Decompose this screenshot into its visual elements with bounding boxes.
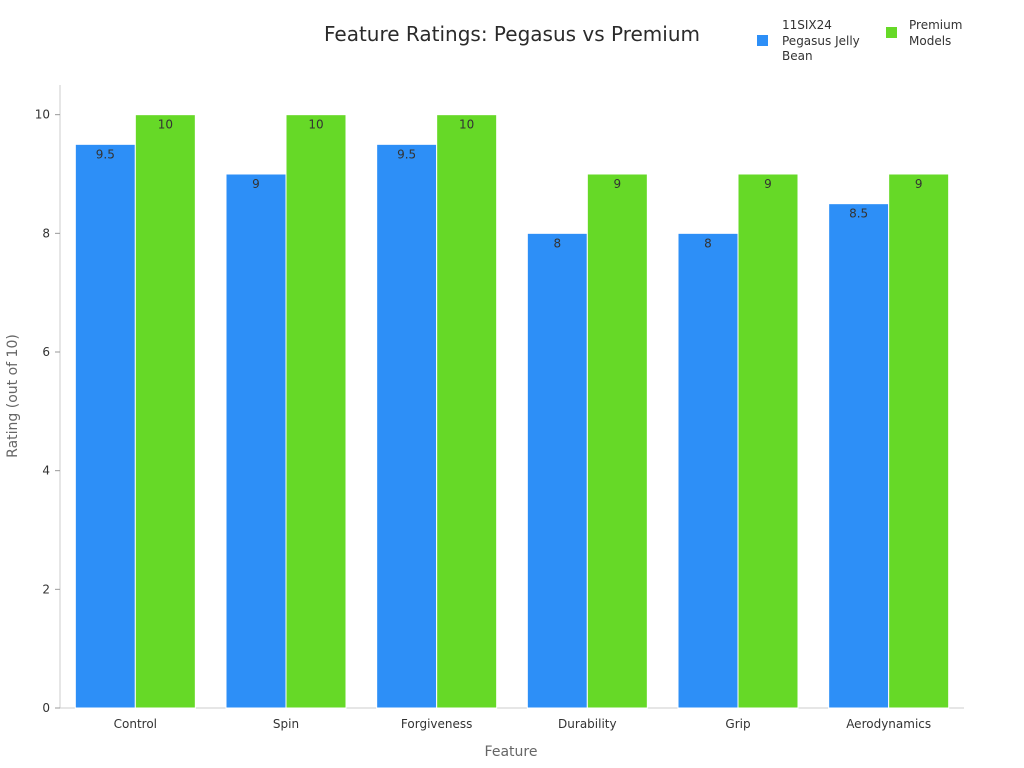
bar-premium-aerodynamics[interactable] [888,173,950,709]
data-labels: 9.5 10 9 10 9.5 10 8 9 8 9 8.5 9 [96,118,923,251]
legend: 11SIX24 Pegasus Jelly Bean Premium Model… [757,18,969,65]
bar-premium-control[interactable] [134,114,196,709]
bar-pegasus-control[interactable] [74,143,136,709]
legend-item-pegasus[interactable]: 11SIX24 Pegasus Jelly Bean [757,18,866,65]
y-tick-label: 2 [42,582,50,596]
y-tick-label: 6 [42,345,50,359]
data-label: 10 [308,118,323,132]
bar-premium-durability[interactable] [586,173,648,709]
bar-pegasus-grip[interactable] [677,232,739,709]
x-tick-label: Grip [725,717,750,731]
data-label: 9 [614,177,622,191]
legend-label-pegasus: 11SIX24 Pegasus Jelly Bean [782,18,860,63]
legend-item-premium[interactable]: Premium Models [886,18,969,65]
x-axis-title: Feature [485,744,538,760]
bar-pegasus-aerodynamics[interactable] [828,203,890,709]
x-tick-label: Spin [273,717,299,731]
data-label: 10 [158,118,173,132]
bar-pegasus-durability[interactable] [526,232,588,709]
bars [74,114,950,709]
data-label: 9 [252,177,260,191]
data-label: 8 [554,236,562,250]
legend-label-premium: Premium Models [909,18,963,48]
x-tick-label: Durability [558,717,617,731]
bar-premium-spin[interactable] [285,114,347,709]
data-label: 9.5 [96,147,115,161]
bar-pegasus-spin[interactable] [225,173,287,709]
bar-premium-forgiveness[interactable] [436,114,498,709]
axes: 0 2 4 6 8 10 Control Spin Forgiveness Durability G… [35,85,964,731]
x-tick-label: Forgiveness [401,717,472,731]
data-label: 8.5 [849,207,868,221]
legend-swatch-pegasus [757,35,768,46]
data-label: 9 [915,177,923,191]
y-tick-label: 8 [42,226,50,240]
y-tick-label: 0 [42,701,50,715]
y-axis-title: Rating (out of 10) [5,334,21,458]
x-tick-label: Control [114,717,157,731]
chart-title: Feature Ratings: Pegasus vs Premium [323,22,700,46]
y-tick-label: 4 [42,464,50,478]
x-tick-label: Aerodynamics [846,717,931,731]
legend-swatch-premium [886,27,897,38]
data-label: 9.5 [397,147,416,161]
bar-pegasus-forgiveness[interactable] [376,143,438,709]
data-label: 8 [704,236,712,250]
bar-premium-grip[interactable] [737,173,799,709]
data-label: 9 [764,177,772,191]
y-tick-label: 10 [35,108,50,122]
data-label: 10 [459,118,474,132]
